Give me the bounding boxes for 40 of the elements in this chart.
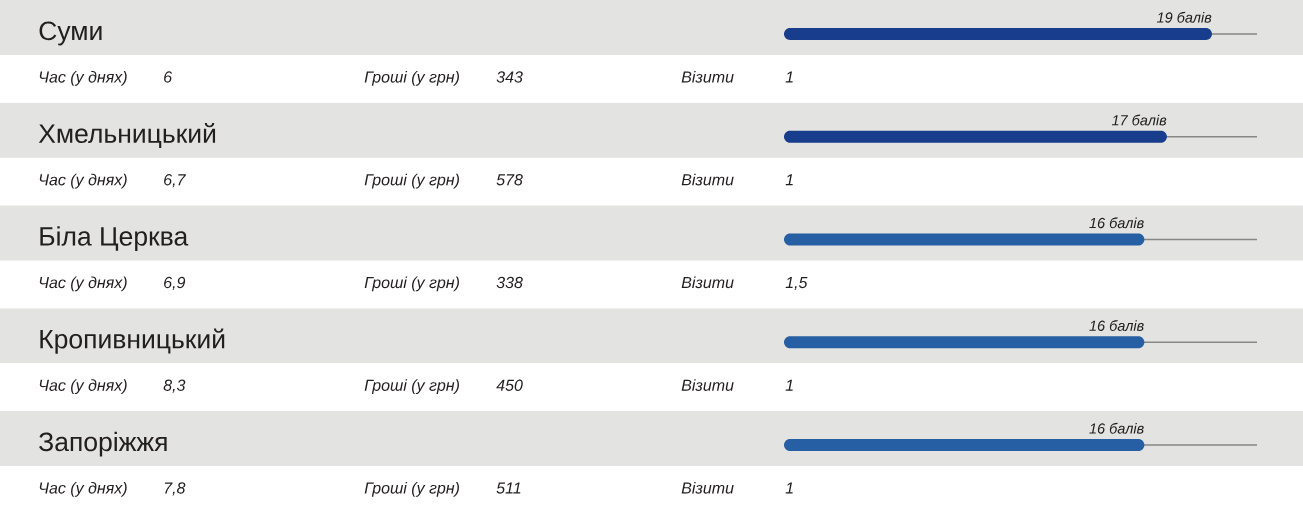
text: Візити <box>681 379 734 391</box>
text: Візити <box>681 70 734 83</box>
text: 8,3 <box>163 379 186 393</box>
text: Гроші (у грн) <box>364 70 459 86</box>
data-label: 16 балів <box>1089 320 1144 331</box>
y-tick-label: Кропивницький <box>40 328 225 354</box>
text: Гроші (у грн) <box>364 379 459 395</box>
text: 6 <box>164 71 173 83</box>
text: Час (у днях) <box>39 70 127 86</box>
text: Час (у днях) <box>39 173 127 189</box>
annotation: 1 <box>785 482 793 494</box>
text: 343 <box>496 71 523 83</box>
data-label: 16 балів <box>1089 217 1144 229</box>
text: Візити <box>681 276 734 289</box>
data-label: 19 балів <box>1156 11 1212 23</box>
y-tick-label: Біла Церква <box>40 226 189 251</box>
text: 6,7 <box>164 174 186 188</box>
data-label: 16 балів <box>1089 422 1144 434</box>
text: Час (у днях) <box>39 481 127 497</box>
y-tick-label: Запоріжжя <box>39 431 167 457</box>
text: Візити <box>681 481 734 494</box>
text: Гроші (у грн) <box>364 481 459 497</box>
annotation: 1 <box>785 174 793 186</box>
text: Час (у днях) <box>39 379 127 395</box>
y-tick-label: Хмельницький <box>38 123 216 149</box>
data-label: 17 балів <box>1111 114 1167 126</box>
text: 7,8 <box>164 482 186 496</box>
text: Час (у днях) <box>39 276 127 292</box>
text: 578 <box>496 174 523 186</box>
y-tick-label: Суми <box>39 21 102 46</box>
text: 511 <box>496 482 521 494</box>
annotation: 1,5 <box>785 276 808 291</box>
text: Візити <box>681 173 734 186</box>
text: 450 <box>496 379 523 391</box>
text: Гроші (у грн) <box>364 276 459 292</box>
text: 338 <box>496 276 523 289</box>
annotation: 1 <box>785 71 793 83</box>
text: Гроші (у грн) <box>364 173 459 189</box>
annotation: 1 <box>785 379 793 391</box>
text: 6,9 <box>164 276 186 291</box>
